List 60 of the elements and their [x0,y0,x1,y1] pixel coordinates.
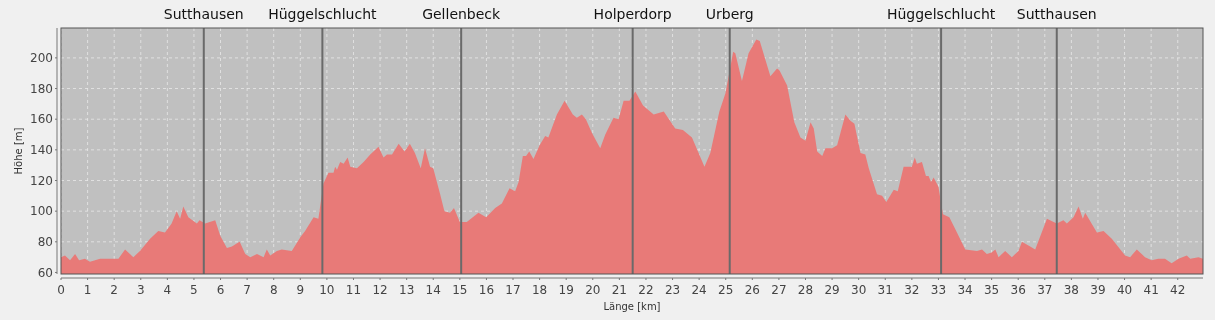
x-tick-label: 8 [269,283,278,297]
x-tick-label: 7 [243,283,251,297]
x-tick-label: 35 [983,283,1000,297]
x-tick-label: 15 [452,283,468,297]
x-tick-label: 36 [1010,283,1026,297]
x-tick-label: 18 [531,283,548,297]
x-tick-label: 31 [877,283,893,297]
x-tick-label: 30 [851,283,867,297]
y-tick-label: 140 [30,143,53,158]
x-tick-label: 11 [345,283,362,297]
y-tick-label: 120 [30,173,53,188]
x-tick-label: 32 [904,283,920,297]
ref-line-label: Gellenbeck [422,6,502,22]
ref-line-label: Holperdorp [593,6,672,22]
y-tick-label: 180 [30,81,53,96]
ref-line-label: Sutthausen [1016,6,1097,22]
y-tick-label: 160 [30,112,53,127]
x-tick-label: 22 [638,283,654,297]
ref-line-label: Sutthausen [163,6,244,22]
x-tick-label: 39 [1090,283,1106,297]
x-tick-label: 38 [1063,283,1080,297]
x-tick-label: 0 [57,283,65,297]
x-tick-label: 34 [957,283,973,297]
x-tick-label: 10 [319,283,335,297]
x-tick-label: 29 [824,283,840,297]
x-tick-label: 17 [505,283,521,297]
x-tick-label: 37 [1037,283,1053,297]
x-tick-label: 27 [771,283,787,297]
x-tick-label: 28 [797,283,814,297]
x-tick-label: 41 [1143,283,1159,297]
x-axis-title: Länge [km] [603,301,661,312]
x-tick-label: 5 [190,283,198,297]
x-tick-label: 14 [425,283,441,297]
x-tick-label: 20 [585,283,601,297]
x-tick-label: 16 [478,283,495,297]
x-tick-label: 19 [558,283,574,297]
x-tick-label: 42 [1170,283,1186,297]
x-tick-label: 3 [136,283,145,297]
ref-line-label: Hüggelschlucht [268,6,378,22]
y-tick-label: 200 [30,51,53,66]
x-tick-label: 13 [399,283,415,297]
y-tick-label: 60 [37,265,53,280]
x-tick-label: 6 [216,283,225,297]
x-tick-label: 2 [110,283,118,297]
x-tick-label: 9 [296,283,305,297]
y-axis-title: Höhe [m] [13,127,24,175]
x-tick-label: 40 [1116,283,1133,297]
x-tick-label: 12 [372,283,388,297]
ref-line-label: Hüggelschlucht [886,6,996,22]
x-tick-label: 1 [83,283,92,297]
x-tick-label: 23 [664,283,681,297]
x-tick-label: 24 [691,283,707,297]
x-tick-label: 4 [163,283,172,297]
x-tick-label: 25 [718,283,734,297]
x-tick-label: 26 [744,283,760,297]
ref-line-label: Urberg [705,6,754,22]
y-tick-label: 100 [30,204,53,219]
y-tick-label: 80 [37,235,53,250]
x-tick-label: 21 [611,283,628,297]
x-tick-label: 33 [930,283,947,297]
